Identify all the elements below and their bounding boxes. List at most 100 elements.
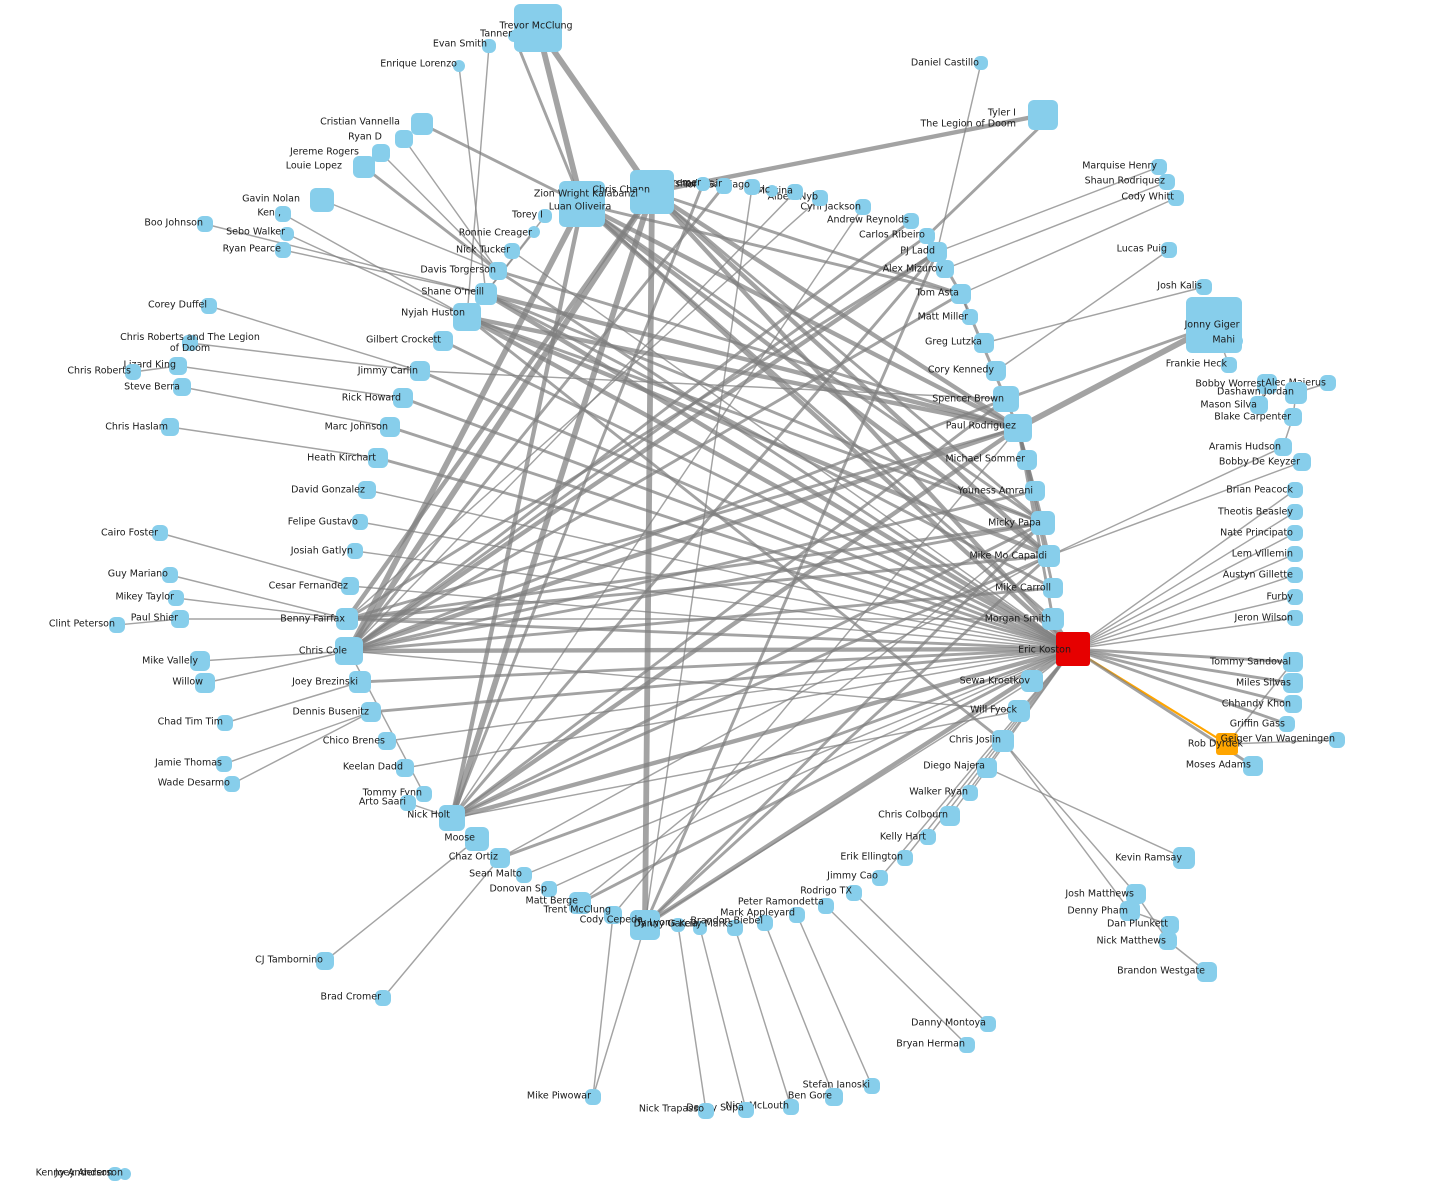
graph-node[interactable] [224, 776, 240, 792]
graph-node[interactable] [630, 910, 660, 940]
graph-node[interactable] [538, 209, 552, 223]
graph-node[interactable] [516, 867, 532, 883]
graph-node[interactable] [1126, 884, 1146, 904]
graph-node[interactable] [766, 185, 778, 197]
graph-node[interactable] [1173, 847, 1195, 869]
graph-node[interactable] [1196, 279, 1212, 295]
graph-node[interactable] [1243, 756, 1263, 776]
graph-node[interactable] [1284, 695, 1302, 713]
graph-node[interactable] [959, 1037, 975, 1053]
graph-node[interactable] [216, 756, 232, 772]
graph-node[interactable] [903, 213, 919, 229]
graph-node[interactable] [125, 364, 141, 380]
graph-node[interactable] [161, 418, 179, 436]
graph-node[interactable] [1329, 732, 1345, 748]
graph-node[interactable] [1284, 408, 1302, 426]
graph-node[interactable] [475, 283, 497, 305]
graph-node[interactable] [1197, 962, 1217, 982]
graph-node[interactable] [897, 850, 913, 866]
graph-node[interactable] [1037, 118, 1049, 130]
graph-node[interactable] [1287, 546, 1303, 562]
graph-node[interactable] [169, 357, 187, 375]
graph-node[interactable] [1168, 190, 1184, 206]
graph-node[interactable] [1221, 357, 1237, 373]
graph-node[interactable] [789, 907, 805, 923]
graph-node[interactable] [358, 481, 376, 499]
graph-node[interactable] [182, 335, 198, 351]
graph-node[interactable] [993, 386, 1019, 412]
graph-node[interactable] [986, 361, 1006, 381]
graph-node[interactable] [168, 590, 184, 606]
graph-node[interactable] [1279, 716, 1295, 732]
graph-node[interactable] [962, 309, 978, 325]
graph-node[interactable] [1042, 608, 1064, 630]
graph-node[interactable] [927, 242, 947, 262]
graph-node[interactable] [190, 651, 210, 671]
graph-node[interactable] [1161, 242, 1177, 258]
graph-node[interactable] [482, 39, 496, 53]
graph-node[interactable] [1151, 159, 1167, 175]
graph-node[interactable] [341, 577, 359, 595]
graph-node[interactable] [400, 795, 416, 811]
graph-node[interactable] [738, 1102, 754, 1118]
graph-node[interactable] [1283, 673, 1303, 693]
graph-node[interactable] [349, 671, 371, 693]
graph-node[interactable] [108, 1167, 122, 1181]
graph-node[interactable] [962, 785, 978, 801]
graph-node[interactable] [504, 243, 520, 259]
graph-node[interactable] [980, 1016, 996, 1032]
graph-node[interactable] [825, 1088, 843, 1106]
graph-node[interactable] [604, 906, 622, 924]
graph-node[interactable] [693, 921, 707, 935]
graph-node[interactable] [280, 227, 294, 241]
graph-node[interactable] [1285, 382, 1307, 404]
graph-node[interactable] [1031, 511, 1055, 535]
graph-node[interactable] [1043, 578, 1063, 598]
graph-node[interactable] [940, 806, 960, 826]
graph-node[interactable] [217, 715, 233, 731]
graph-node[interactable] [716, 178, 732, 194]
graph-node[interactable] [395, 130, 413, 148]
graph-node[interactable] [671, 918, 685, 932]
graph-node[interactable] [1287, 482, 1303, 498]
graph-node[interactable] [919, 228, 935, 244]
graph-node[interactable] [569, 892, 591, 914]
graph-node[interactable] [1287, 504, 1303, 520]
graph-node[interactable] [410, 361, 430, 381]
graph-node[interactable] [465, 827, 489, 851]
graph-node[interactable] [336, 608, 358, 630]
graph-node[interactable] [1017, 450, 1037, 470]
graph-node[interactable] [1231, 335, 1243, 347]
graph-node[interactable] [1320, 375, 1336, 391]
graph-node[interactable] [508, 30, 520, 42]
graph-node[interactable] [375, 990, 391, 1006]
graph-node[interactable] [992, 730, 1014, 752]
graph-node[interactable] [787, 184, 803, 200]
graph-node[interactable] [152, 525, 168, 541]
graph-node[interactable] [453, 303, 481, 331]
graph-node[interactable] [1161, 916, 1179, 934]
graph-node[interactable] [696, 177, 710, 191]
graph-node[interactable] [1287, 589, 1303, 605]
graph-node[interactable] [818, 898, 834, 914]
graph-node[interactable] [1274, 438, 1292, 456]
graph-node[interactable] [393, 388, 413, 408]
graph-node[interactable] [1287, 525, 1303, 541]
graph-node[interactable] [1250, 396, 1268, 414]
graph-node[interactable] [1038, 545, 1060, 567]
graph-node[interactable] [541, 881, 557, 897]
graph-node[interactable] [974, 56, 988, 70]
graph-node[interactable] [744, 179, 760, 195]
graph-node[interactable] [514, 4, 562, 52]
graph-node[interactable] [1120, 901, 1140, 921]
graph-node[interactable] [195, 673, 215, 693]
graph-node[interactable] [1257, 374, 1277, 394]
graph-node[interactable] [1287, 567, 1303, 583]
graph-node[interactable] [310, 188, 334, 212]
graph-node[interactable] [1283, 652, 1303, 672]
graph-node[interactable] [634, 190, 646, 202]
graph-node[interactable] [335, 637, 363, 665]
graph-node[interactable] [490, 848, 510, 868]
graph-node[interactable] [920, 829, 936, 845]
graph-node[interactable] [378, 732, 396, 750]
